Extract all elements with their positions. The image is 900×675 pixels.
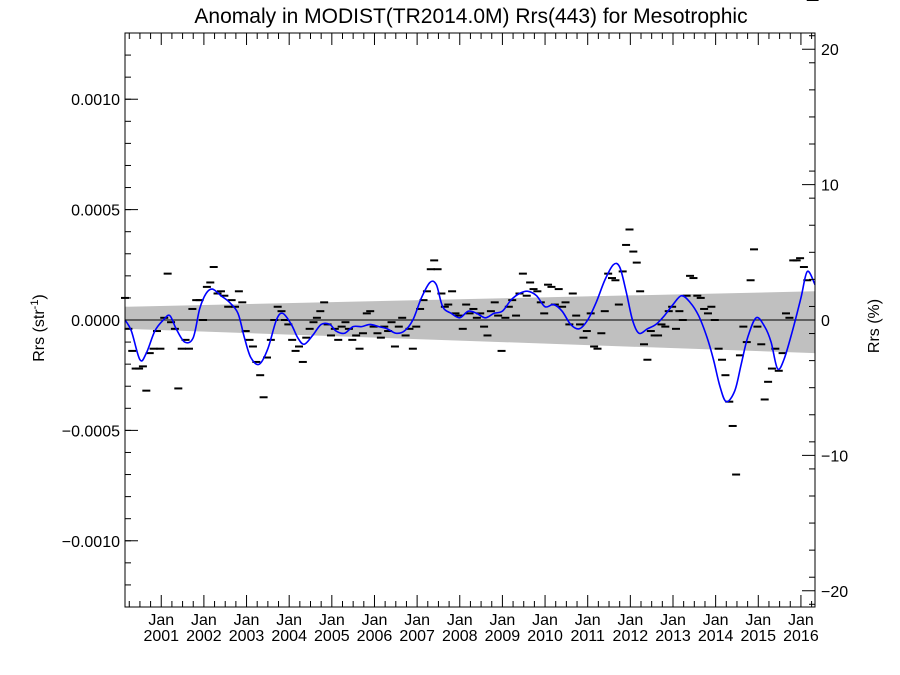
y-right-tick-label: −10 bbox=[821, 448, 848, 465]
x-tick-label-year: 2012 bbox=[613, 628, 649, 645]
smooth-series-line bbox=[124, 262, 816, 403]
y-axis-left-label-end: ) bbox=[31, 294, 48, 299]
y-right-tick-label: 20 bbox=[821, 42, 839, 59]
x-tick-label-year: 2005 bbox=[314, 628, 350, 645]
x-tick-label-month: Jan bbox=[745, 612, 771, 629]
axes: 0.00100.00050.0000−0.0005−0.001020100−10… bbox=[62, 32, 848, 645]
y-left-tick-label: 0.0000 bbox=[71, 313, 120, 330]
x-tick-label-year: 2002 bbox=[186, 628, 222, 645]
x-tick-label-month: Jan bbox=[404, 612, 430, 629]
x-tick-label-month: Jan bbox=[362, 612, 388, 629]
x-tick-label-month: Jan bbox=[660, 612, 686, 629]
x-tick-label-year: 2007 bbox=[399, 628, 435, 645]
x-tick-label-month: Jan bbox=[788, 612, 814, 629]
y-left-tick-label: 0.0010 bbox=[71, 92, 120, 109]
x-tick-label-month: Jan bbox=[234, 612, 260, 629]
x-tick-label-year: 2008 bbox=[442, 628, 478, 645]
x-tick-label-month: Jan bbox=[148, 612, 174, 629]
y-right-tick-label: 0 bbox=[821, 313, 830, 330]
chart-title: Anomaly in MODIST(TR2014.0M) Rrs(443) fo… bbox=[194, 5, 747, 28]
x-tick-label-year: 2014 bbox=[698, 628, 734, 645]
y-right-tick-label: 10 bbox=[821, 178, 839, 195]
confidence-band bbox=[125, 291, 815, 354]
x-tick-label-month: Jan bbox=[191, 612, 217, 629]
x-tick-label-year: 2003 bbox=[229, 628, 265, 645]
x-tick-label-month: Jan bbox=[447, 612, 473, 629]
x-tick-label-year: 2009 bbox=[485, 628, 521, 645]
plot-area bbox=[121, 0, 819, 476]
y-left-tick-label: −0.0010 bbox=[62, 534, 120, 551]
x-tick-label-month: Jan bbox=[490, 612, 516, 629]
x-tick-label-year: 2010 bbox=[527, 628, 563, 645]
x-tick-label-month: Jan bbox=[276, 612, 302, 629]
x-tick-label-month: Jan bbox=[575, 612, 601, 629]
y-axis-right-label: Rrs (%) bbox=[866, 299, 883, 353]
x-tick-label-month: Jan bbox=[532, 612, 558, 629]
y-axis-left-label: Rrs (str-1) bbox=[29, 294, 48, 362]
x-tick-label-year: 2016 bbox=[783, 628, 819, 645]
x-tick-label-month: Jan bbox=[703, 612, 729, 629]
x-tick-label-month: Jan bbox=[319, 612, 345, 629]
y-left-tick-label: 0.0005 bbox=[71, 203, 120, 220]
x-tick-label-year: 2006 bbox=[357, 628, 393, 645]
x-tick-label-year: 2015 bbox=[740, 628, 776, 645]
y-right-tick-label: −20 bbox=[821, 584, 848, 601]
x-tick-label-month: Jan bbox=[617, 612, 643, 629]
x-tick-label-year: 2013 bbox=[655, 628, 691, 645]
y-left-tick-label: −0.0005 bbox=[62, 423, 120, 440]
x-tick-label-year: 2011 bbox=[570, 628, 605, 645]
y-axis-left-label-main: Rrs (str bbox=[31, 309, 48, 362]
x-tick-label-year: 2001 bbox=[143, 628, 179, 645]
x-tick-label-year: 2004 bbox=[271, 628, 307, 645]
y-axis-left-label-sup: -1 bbox=[29, 300, 41, 310]
